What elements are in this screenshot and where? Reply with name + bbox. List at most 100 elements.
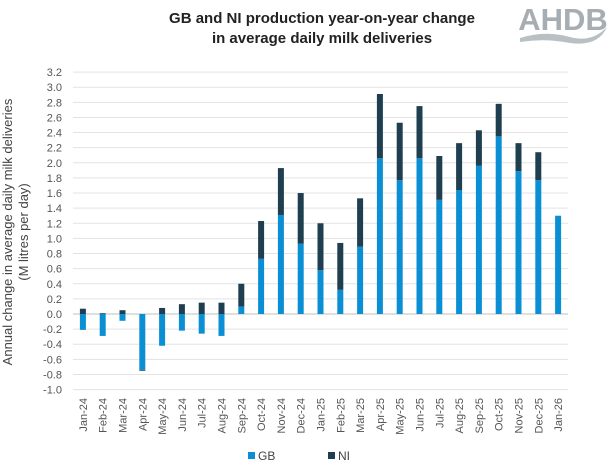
x-tick-label: Nov-24 (276, 398, 288, 433)
x-tick-label: Dec-24 (296, 398, 308, 433)
bar-ni-apr-25 (376, 94, 383, 159)
bar-gb-may-25 (396, 180, 403, 314)
bar-gb-jan-26 (555, 215, 562, 314)
x-tick-label: May-24 (157, 398, 169, 435)
bar-gb-feb-25 (337, 289, 344, 314)
chart-title-line-2: in average daily milk deliveries (212, 30, 432, 47)
bar-gb-apr-25 (376, 158, 383, 314)
bar-ni-apr-24 (139, 369, 146, 371)
x-tick-label: Jul-25 (434, 398, 446, 428)
x-tick-label: Feb-25 (335, 398, 347, 433)
y-tick-label: 0.8 (47, 249, 62, 261)
x-tick-label: Apr-24 (137, 398, 149, 431)
bar-ni-feb-25 (337, 242, 344, 290)
y-tick-label: 2.6 (47, 112, 62, 124)
x-tick-label: Nov-25 (514, 398, 526, 433)
y-tick-label: 0.2 (47, 294, 62, 306)
y-tick-label: -0.8 (43, 369, 62, 381)
bar-gb-mar-24 (119, 314, 126, 321)
x-tick-label: Sep-24 (236, 398, 248, 433)
bar-ni-jan-24 (79, 308, 86, 314)
y-tick-label: 1.8 (47, 173, 62, 185)
bar-ni-may-24 (159, 307, 166, 314)
y-tick-label: 1.6 (47, 188, 62, 200)
y-tick-label: 2.2 (47, 143, 62, 155)
y-tick-label: 2.0 (47, 158, 62, 170)
x-tick-label: Aug-24 (217, 398, 229, 433)
bar-gb-dec-24 (297, 243, 304, 314)
y-tick-label: 2.4 (47, 128, 62, 140)
x-tick-label: Mar-24 (118, 398, 130, 433)
bar-ni-dec-25 (535, 152, 542, 181)
y-tick-label: -0.4 (43, 339, 62, 351)
bar-gb-dec-25 (535, 180, 542, 314)
y-tick-label: 1.2 (47, 218, 62, 230)
x-tick-label: Feb-24 (98, 398, 110, 433)
y-tick-label: 3.0 (47, 82, 62, 94)
y-tick-label: -0.2 (43, 324, 62, 336)
x-tick-label: Jun-25 (415, 398, 427, 432)
bar-gb-jan-25 (317, 270, 324, 314)
bar-ni-jun-25 (416, 106, 423, 159)
bar-ni-nov-25 (515, 143, 522, 172)
bar-gb-sep-25 (475, 165, 482, 314)
bar-ni-sep-25 (475, 130, 482, 166)
bar-gb-jul-24 (198, 314, 205, 334)
bar-gb-apr-24 (139, 314, 146, 370)
bar-ni-sep-24 (238, 283, 245, 307)
bar-ni-jan-25 (317, 223, 324, 271)
bar-ni-oct-25 (495, 103, 502, 137)
ahdb-logo: AHDB (518, 2, 608, 44)
x-tick-label: Jan-24 (78, 398, 90, 432)
x-tick-label: Sep-25 (474, 398, 486, 433)
bar-ni-mar-25 (357, 198, 364, 247)
y-tick-label: 0.0 (47, 309, 62, 321)
bar-gb-jun-24 (178, 314, 185, 331)
logo-swoosh (520, 27, 607, 44)
legend-label-gb: GB (258, 449, 275, 463)
x-tick-label: Oct-25 (494, 398, 506, 431)
x-tick-label: Jul-24 (197, 398, 209, 428)
bar-gb-aug-24 (218, 314, 225, 336)
bar-gb-feb-24 (99, 314, 106, 336)
x-tick-label: Jan-25 (316, 398, 328, 432)
bar-gb-jul-25 (436, 199, 443, 314)
y-tick-label: -1.0 (43, 385, 62, 397)
x-tick-label: Oct-24 (256, 398, 268, 431)
logo-text: AHDB (518, 2, 608, 37)
y-tick-label: -0.6 (43, 354, 62, 366)
bar-gb-sep-24 (238, 306, 245, 314)
y-axis-label: Annual change in average daily milk deli… (0, 98, 15, 365)
chart-title-line-1: GB and NI production year-on-year change (169, 10, 475, 27)
bar-ni-mar-24 (119, 310, 126, 314)
bar-gb-aug-25 (456, 190, 463, 314)
bar-gb-oct-25 (495, 136, 502, 314)
bar-gb-jun-25 (416, 158, 423, 314)
y-tick-label: 3.2 (47, 67, 62, 79)
bar-ni-jun-24 (178, 304, 185, 314)
bar-ni-nov-24 (277, 168, 284, 215)
x-tick-label: Aug-25 (454, 398, 466, 433)
bar-ni-aug-25 (456, 143, 463, 191)
y-tick-label: 0.4 (47, 279, 62, 291)
bar-gb-jan-24 (79, 314, 86, 330)
y-tick-label: 1.4 (47, 203, 62, 215)
bar-gb-nov-24 (277, 214, 284, 314)
x-tick-label: Mar-25 (355, 398, 367, 433)
bar-ni-oct-24 (258, 221, 265, 259)
bar-gb-oct-24 (258, 258, 265, 314)
legend-swatch-gb (248, 452, 255, 459)
y-tick-label: 1.0 (47, 233, 62, 245)
bar-gb-mar-25 (357, 246, 364, 314)
bar-ni-dec-24 (297, 193, 304, 244)
x-tick-label: Jun-24 (177, 398, 189, 432)
y-axis-unit-label: (M litres per day) (16, 183, 31, 281)
bar-ni-jul-25 (436, 155, 443, 200)
bar-ni-feb-24 (99, 313, 106, 315)
legend-label-ni: NI (338, 449, 350, 463)
bar-ni-aug-24 (218, 302, 225, 314)
legend: GB NI (248, 449, 350, 463)
bar-gb-nov-25 (515, 171, 522, 314)
legend-swatch-ni (328, 452, 335, 459)
